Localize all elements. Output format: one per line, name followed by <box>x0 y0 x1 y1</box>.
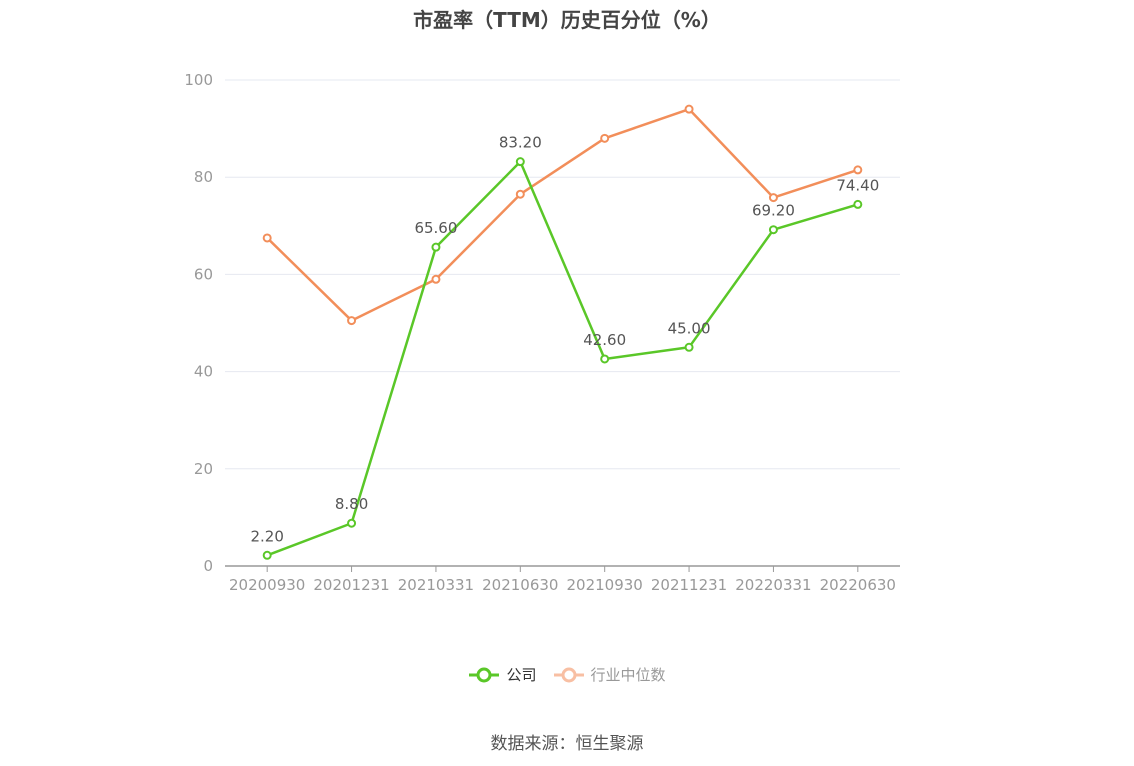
y-axis: 0 20 40 60 80 100 <box>184 71 213 575</box>
x-axis: 20200930 20201231 20210331 20210630 20210930… <box>225 565 900 594</box>
data-point <box>431 274 441 284</box>
source-note: 数据来源：恒生聚源 <box>490 734 644 754</box>
y-tick-label: 60 <box>194 265 213 283</box>
series-line <box>266 107 859 322</box>
x-tick-label: 20210630 <box>482 576 558 594</box>
legend-swatch-industry-median <box>553 667 584 682</box>
data-point <box>768 225 778 235</box>
data-point <box>262 550 272 560</box>
data-label: 65.60 <box>414 219 457 237</box>
data-point <box>347 316 357 326</box>
data-label: 69.20 <box>752 202 795 220</box>
x-tick-label: 20220630 <box>820 576 896 594</box>
data-point <box>515 189 525 199</box>
data-point <box>768 193 778 203</box>
series-line <box>266 160 859 557</box>
y-tick-label: 20 <box>194 460 213 478</box>
data-point <box>684 104 694 114</box>
legend-item-company[interactable]: 公司 <box>468 664 537 685</box>
data-point <box>600 354 610 364</box>
grid-lines <box>225 79 900 470</box>
data-label: 74.40 <box>836 176 879 194</box>
data-point <box>347 518 357 528</box>
x-tick-label: 20211231 <box>651 576 727 594</box>
y-tick-label: 40 <box>194 363 213 381</box>
data-label: 83.20 <box>499 134 542 152</box>
x-tick-label: 20200930 <box>229 576 305 594</box>
data-point <box>600 133 610 143</box>
y-tick-label: 80 <box>194 168 213 186</box>
legend-label-industry-median: 行业中位数 <box>590 666 666 684</box>
data-label: 42.60 <box>583 331 626 349</box>
data-label: 45.00 <box>668 319 711 337</box>
data-point <box>853 165 863 175</box>
legend-item-industry-median[interactable]: 行业中位数 <box>553 664 666 685</box>
legend-swatch-company <box>469 667 500 682</box>
chart-title: 市盈率（TTM）历史百分位（%） <box>413 8 721 32</box>
legend-label-company: 公司 <box>506 666 537 684</box>
legend: 公司 行业中位数 <box>0 664 1134 685</box>
data-point <box>431 242 441 252</box>
data-label: 2.20 <box>250 527 283 545</box>
data-label: 8.80 <box>335 495 368 513</box>
data-point <box>262 233 272 243</box>
x-tick-label: 20220331 <box>735 576 811 594</box>
series-industry-median <box>262 104 863 326</box>
data-point <box>515 157 525 167</box>
x-tick-label: 20210331 <box>398 576 474 594</box>
series-layer: 2.20 8.80 65.60 83.20 42.60 45.00 69.20 74.40 <box>250 104 879 560</box>
y-tick-label: 100 <box>184 71 213 89</box>
series-company: 2.20 8.80 65.60 83.20 42.60 45.00 69.20 74.40 <box>250 134 879 560</box>
x-tick-label: 20210930 <box>567 576 643 594</box>
y-tick-label: 0 <box>203 557 213 575</box>
data-point <box>684 342 694 352</box>
x-tick-label: 20201231 <box>313 576 389 594</box>
data-point <box>853 199 863 209</box>
